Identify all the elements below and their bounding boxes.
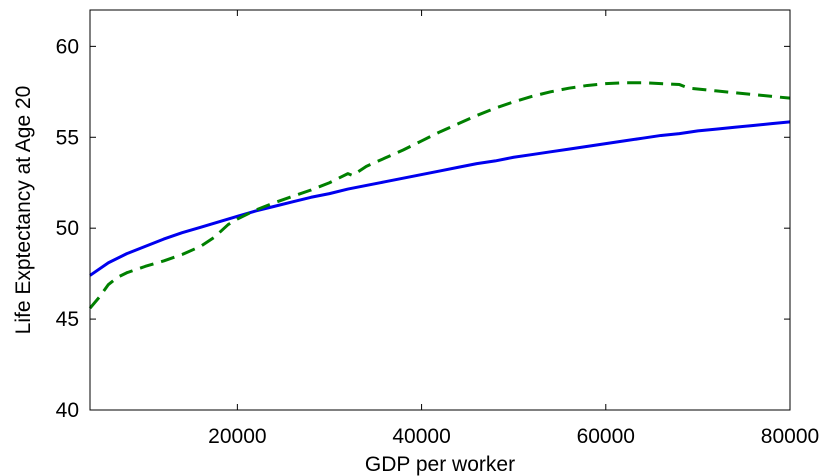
series-line-1: [89, 120, 791, 277]
y-tick-label: 40: [56, 399, 79, 422]
y-tick-label: 60: [56, 35, 79, 58]
y-axis-label: Life Exptectancy at Age 20: [12, 86, 35, 335]
x-tick-label: 80000: [761, 425, 819, 448]
x-tick-label: 20000: [208, 425, 266, 448]
y-tick-label: 50: [56, 217, 79, 240]
x-tick-label: 40000: [392, 425, 450, 448]
tick-layer: 20000 40000 60000 80000 40 45 50 55 60: [56, 10, 819, 448]
y-tick-label: 45: [56, 308, 79, 331]
x-tick-label: 60000: [577, 425, 635, 448]
plot-frame: [89, 9, 791, 411]
y-tick-label: 55: [56, 126, 79, 149]
series-layer: [88, 81, 791, 310]
x-axis-label: GDP per worker: [365, 453, 515, 476]
series-line-2: [88, 81, 791, 310]
